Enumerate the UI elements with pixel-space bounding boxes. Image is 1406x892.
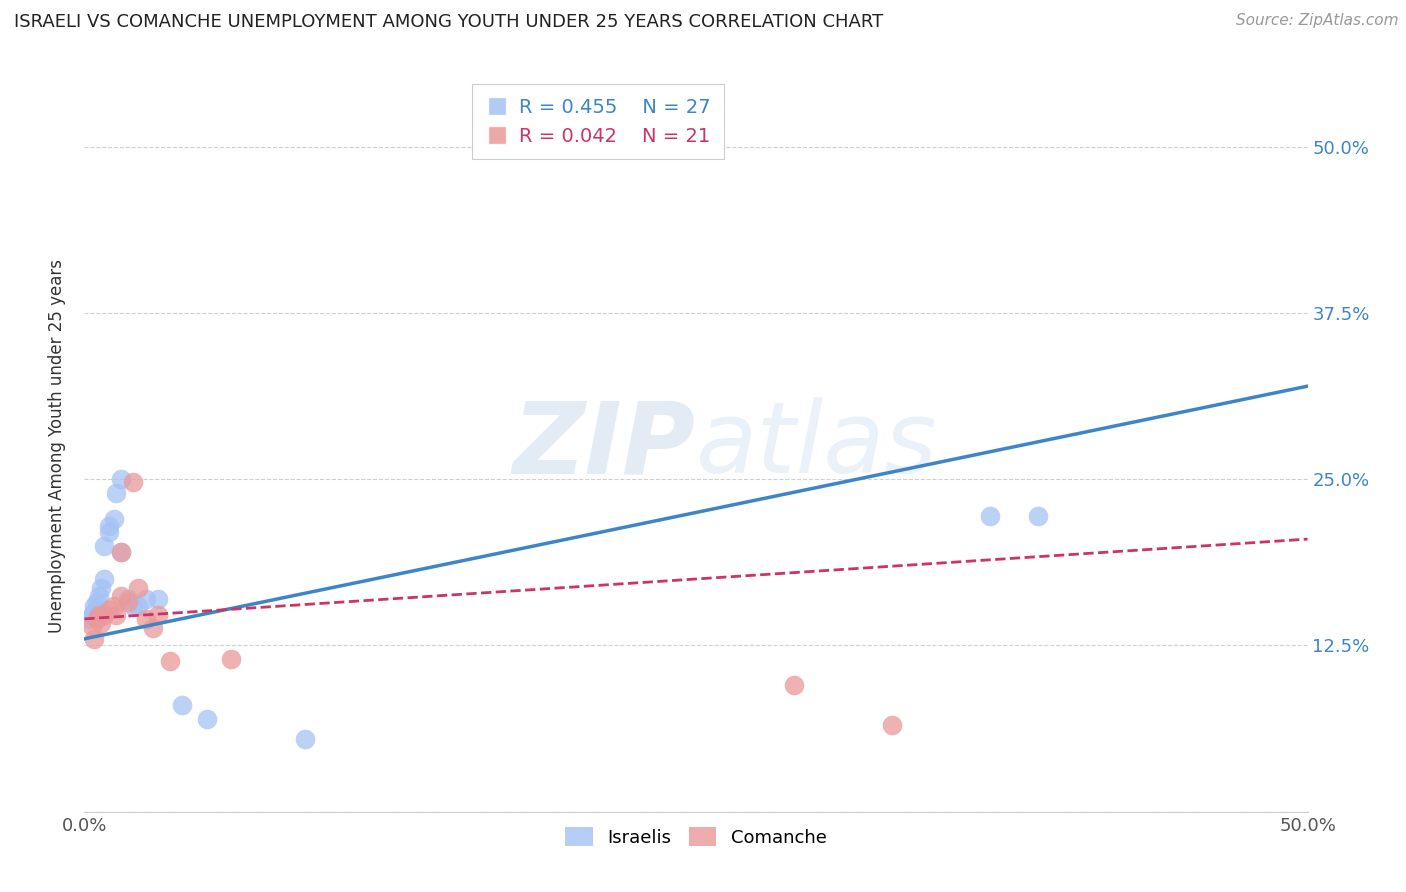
Point xyxy=(127,582,149,596)
Point xyxy=(122,599,145,613)
Point xyxy=(83,632,105,646)
Point xyxy=(77,612,100,626)
Point xyxy=(87,607,110,622)
Y-axis label: Unemployment Among Youth under 25 years: Unemployment Among Youth under 25 years xyxy=(48,259,66,633)
Point xyxy=(83,599,105,613)
Point xyxy=(135,612,157,626)
Point xyxy=(1028,509,1050,524)
Point xyxy=(122,475,145,489)
Legend: Israelis, Comanche: Israelis, Comanche xyxy=(558,820,834,854)
Point xyxy=(83,605,105,619)
Point xyxy=(110,545,132,559)
Point xyxy=(90,582,112,596)
Point xyxy=(93,607,115,622)
Point xyxy=(880,718,903,732)
Point xyxy=(783,678,806,692)
Point xyxy=(86,612,108,626)
Point xyxy=(87,589,110,603)
Point xyxy=(80,607,103,622)
Text: ISRAELI VS COMANCHE UNEMPLOYMENT AMONG YOUTH UNDER 25 YEARS CORRELATION CHART: ISRAELI VS COMANCHE UNEMPLOYMENT AMONG Y… xyxy=(14,13,883,31)
Point xyxy=(110,589,132,603)
Point xyxy=(142,621,165,635)
Text: Source: ZipAtlas.com: Source: ZipAtlas.com xyxy=(1236,13,1399,29)
Point xyxy=(97,602,120,616)
Point xyxy=(146,607,169,622)
Point xyxy=(117,591,139,606)
Point xyxy=(97,518,120,533)
Point xyxy=(90,615,112,630)
Point xyxy=(135,591,157,606)
Point xyxy=(117,594,139,608)
Point xyxy=(110,545,132,559)
Point xyxy=(146,591,169,606)
Point xyxy=(159,655,181,669)
Point xyxy=(103,512,125,526)
Point xyxy=(979,509,1001,524)
Text: atlas: atlas xyxy=(696,398,938,494)
Point xyxy=(195,712,218,726)
Point xyxy=(105,607,128,622)
Point xyxy=(93,572,115,586)
Point xyxy=(86,594,108,608)
Point xyxy=(219,652,242,666)
Point xyxy=(172,698,194,713)
Point xyxy=(93,539,115,553)
Point xyxy=(80,618,103,632)
Point xyxy=(86,607,108,622)
Point xyxy=(110,472,132,486)
Point xyxy=(294,731,316,746)
Point xyxy=(86,602,108,616)
Point xyxy=(103,599,125,613)
Point xyxy=(105,485,128,500)
Point xyxy=(127,599,149,613)
Point xyxy=(97,525,120,540)
Text: ZIP: ZIP xyxy=(513,398,696,494)
